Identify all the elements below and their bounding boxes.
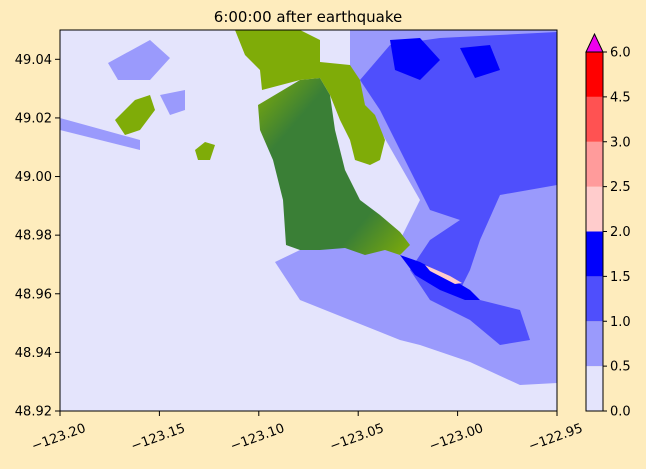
x-tick-label: −123.10	[229, 421, 287, 454]
x-tick-label: −123.05	[328, 421, 386, 454]
colorbar-tick-label: 0.5	[610, 360, 631, 375]
y-tick-label: 48.96	[15, 287, 52, 302]
colorbar-tick-label: 2.5	[610, 180, 631, 195]
x-tick-label: −122.95	[527, 421, 585, 454]
x-tick-label: −123.20	[30, 421, 88, 454]
x-tick-label: −123.00	[427, 421, 485, 454]
colorbar-segment	[586, 141, 603, 187]
plot-frame	[59, 29, 558, 412]
chart-title: 6:00:00 after earthquake	[214, 8, 402, 26]
colorbar-tick-label: 2.0	[610, 225, 631, 240]
water-depth-level-3-region	[390, 38, 500, 300]
y-axis: 48.92 48.94 48.96 48.98 49.00 49.02 49.04	[15, 53, 60, 420]
y-tick-label: 49.02	[15, 111, 52, 126]
colorbar-tick-label: 3.0	[610, 135, 631, 150]
land-north	[115, 30, 385, 165]
colorbar-segment	[586, 231, 603, 277]
colorbar-tick-label: 0.0	[610, 405, 631, 420]
plot-area	[60, 30, 557, 411]
water-depth-level-4-region	[425, 265, 462, 284]
colorbar-segment	[586, 366, 603, 411]
colorbar-tick-label: 1.0	[610, 315, 631, 330]
y-tick-label: 48.94	[15, 346, 52, 361]
colorbar-segment	[586, 96, 603, 142]
land-peninsula	[258, 78, 410, 255]
colorbar-segment	[586, 276, 603, 322]
y-tick-label: 48.98	[15, 229, 52, 244]
water-depth-level-2-region	[360, 32, 557, 345]
colorbar: 0.0 0.5 1.0 1.5 2.0 2.5 3.0 4.5 6.0	[585, 32, 631, 420]
y-tick-label: 49.00	[15, 170, 52, 185]
colorbar-segment	[586, 321, 603, 367]
y-tick-label: 48.92	[15, 405, 52, 420]
x-tick-label: −123.15	[129, 421, 187, 454]
colorbar-tick-label: 1.5	[610, 270, 631, 285]
colorbar-segment	[586, 52, 603, 97]
y-tick-label: 49.04	[15, 53, 52, 68]
colorbar-extend-arrow	[585, 32, 604, 53]
x-axis: −123.20 −123.15 −123.10 −123.05 −123.00 −122.…	[30, 411, 585, 454]
colorbar-segment	[586, 186, 603, 232]
colorbar-tick-label: 4.5	[610, 90, 631, 105]
colorbar-tick-label: 6.0	[610, 46, 631, 61]
